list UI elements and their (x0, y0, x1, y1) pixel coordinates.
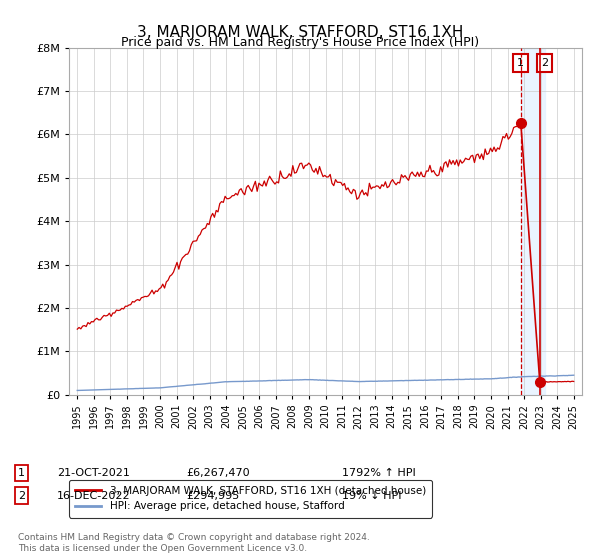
Legend: 3, MARJORAM WALK, STAFFORD, ST16 1XH (detached house), HPI: Average price, detac: 3, MARJORAM WALK, STAFFORD, ST16 1XH (de… (69, 480, 432, 517)
Text: £6,267,470: £6,267,470 (186, 468, 250, 478)
Text: 2: 2 (18, 491, 25, 501)
Bar (521, 48, 545, 395)
Text: 3, MARJORAM WALK, STAFFORD, ST16 1XH: 3, MARJORAM WALK, STAFFORD, ST16 1XH (137, 25, 463, 40)
Text: 2: 2 (541, 58, 548, 68)
Text: 1: 1 (18, 468, 25, 478)
Text: 16-DEC-2022: 16-DEC-2022 (57, 491, 131, 501)
Text: Contains HM Land Registry data © Crown copyright and database right 2024.
This d: Contains HM Land Registry data © Crown c… (18, 533, 370, 553)
Text: Price paid vs. HM Land Registry's House Price Index (HPI): Price paid vs. HM Land Registry's House … (121, 36, 479, 49)
Text: 1792% ↑ HPI: 1792% ↑ HPI (342, 468, 416, 478)
Text: 1: 1 (517, 58, 524, 68)
Text: 21-OCT-2021: 21-OCT-2021 (57, 468, 130, 478)
Text: £294,995: £294,995 (186, 491, 239, 501)
Text: 19% ↓ HPI: 19% ↓ HPI (342, 491, 401, 501)
